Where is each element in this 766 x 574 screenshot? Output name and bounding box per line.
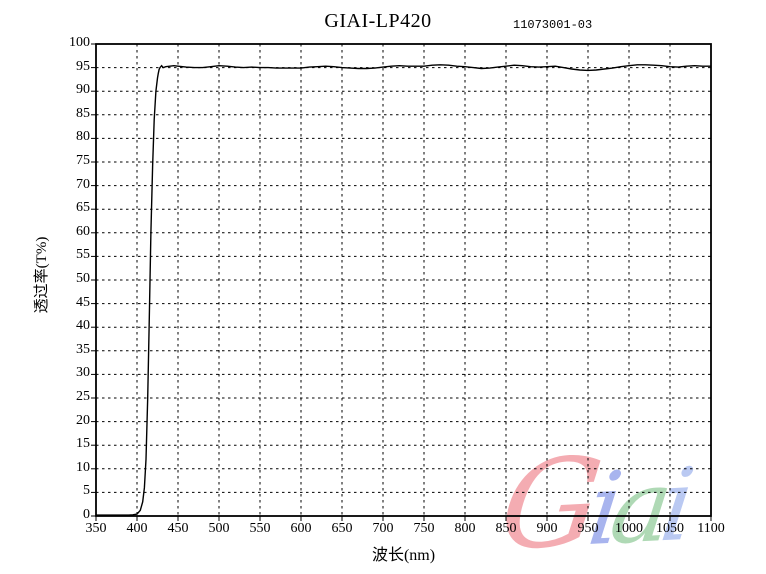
x-tick-label: 600 — [290, 521, 312, 536]
y-tick-label: 10 — [76, 459, 90, 475]
x-tick-label: 550 — [249, 521, 271, 536]
x-tick-label: 750 — [413, 521, 435, 536]
x-tick-label: 500 — [208, 521, 230, 536]
transmission-curve-plot — [91, 43, 712, 521]
x-tick-label: 1050 — [656, 521, 684, 536]
y-tick-label: 55 — [76, 247, 90, 263]
y-tick-label: 35 — [76, 341, 90, 357]
x-tick-label: 700 — [372, 521, 394, 536]
x-tick-label: 400 — [126, 521, 148, 536]
x-tick-label: 850 — [495, 521, 517, 536]
x-tick-label: 900 — [536, 521, 558, 536]
y-tick-label: 80 — [76, 129, 90, 145]
y-tick-label: 25 — [76, 389, 90, 404]
x-tick-label: 650 — [331, 521, 353, 536]
y-tick-label: 85 — [76, 105, 90, 121]
y-tick-label: 50 — [76, 271, 90, 286]
x-tick-label: 1000 — [615, 521, 643, 536]
y-tick-label: 100 — [69, 35, 90, 50]
plot-area — [91, 43, 712, 521]
x-tick-label: 350 — [85, 521, 107, 536]
x-tick-label: 1100 — [697, 521, 725, 536]
y-tick-label: 75 — [76, 153, 90, 168]
y-axis-label: 透过率(T%) — [34, 236, 50, 314]
y-tick-label: 30 — [76, 365, 90, 381]
y-tick-label: 65 — [76, 200, 90, 216]
y-tick-label: 15 — [76, 436, 90, 452]
x-tick-label: 450 — [167, 521, 189, 536]
y-tick-label: 60 — [76, 223, 90, 239]
y-tick-label: 90 — [76, 82, 90, 98]
x-tick-label: 800 — [454, 521, 476, 536]
y-tick-label: 45 — [76, 294, 90, 310]
y-tick-label: 95 — [76, 58, 90, 74]
y-tick-label: 20 — [76, 412, 90, 428]
plot-frame — [95, 43, 712, 517]
y-tick-label: 40 — [76, 318, 90, 334]
y-tick-label: 70 — [76, 176, 90, 192]
chart-title: GIAI-LP420 — [324, 10, 432, 32]
transmission-curve — [96, 64, 711, 516]
y-tick-label: 5 — [83, 483, 90, 499]
x-axis-label: 波长(nm) — [371, 547, 436, 564]
x-tick-label: 950 — [577, 521, 599, 536]
serial-number: 11073001-03 — [513, 18, 593, 32]
y-tick-label: 0 — [83, 507, 90, 522]
